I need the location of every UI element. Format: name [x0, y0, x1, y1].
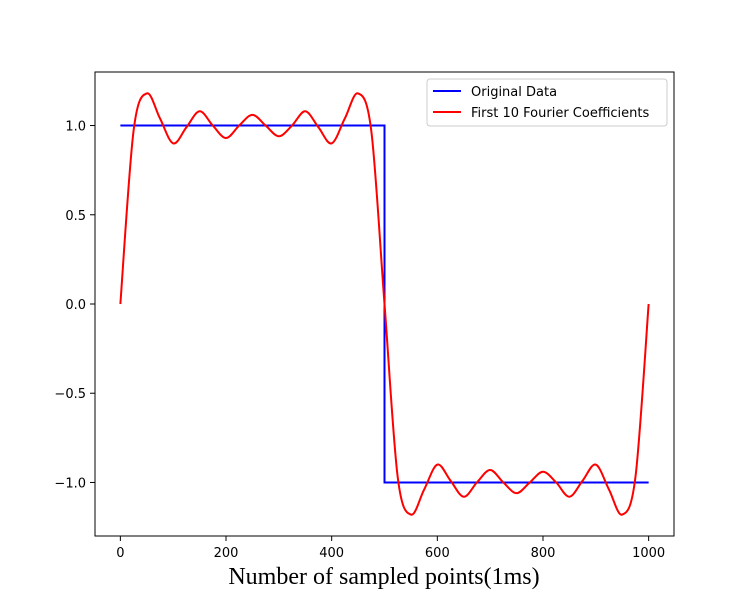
y-axis: 1.0 0.5 0.0 −0.5 −1.0: [54, 120, 95, 491]
legend-label-original: Original Data: [471, 85, 557, 100]
legend-box: [426, 78, 668, 127]
x-axis-label: Number of sampled points(1ms): [228, 564, 539, 590]
y-tick-label: 0.5: [65, 209, 86, 224]
y-tick-label: −1.0: [54, 476, 86, 491]
x-tick-label: 0: [116, 546, 124, 561]
y-tick-label: −0.5: [54, 387, 86, 402]
legend-label-fourier: First 10 Fourier Coefficients: [471, 106, 649, 121]
x-axis: 0 200 400 600 800 1000: [116, 536, 665, 561]
x-tick-label: 1000: [632, 546, 665, 561]
x-tick-label: 600: [425, 546, 450, 561]
legend: Original Data First 10 Fourier Coefficie…: [426, 78, 668, 127]
series-line-fourier: [119, 92, 650, 516]
plot-lines: [119, 92, 650, 516]
x-tick-label: 400: [319, 546, 344, 561]
x-tick-label: 800: [531, 546, 556, 561]
y-tick-label: 0.0: [65, 298, 86, 313]
y-tick-label: 1.0: [65, 120, 86, 135]
x-tick-label: 200: [214, 546, 239, 561]
